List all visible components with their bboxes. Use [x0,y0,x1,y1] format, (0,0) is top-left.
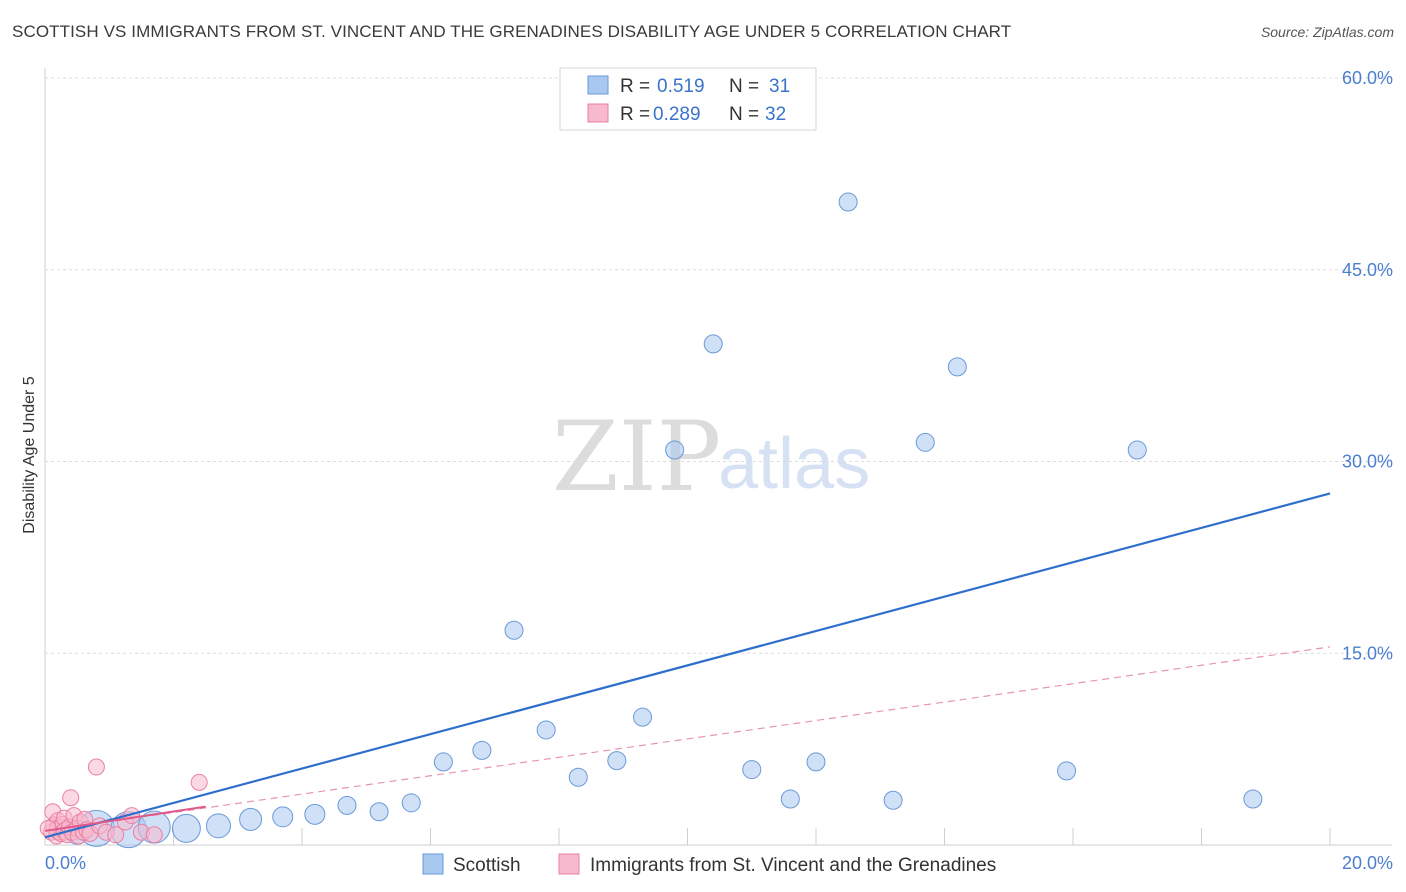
legend-bottom: Scottish Immigrants from St. Vincent and… [422,853,996,876]
scottish-point [568,767,588,787]
scottish-point [947,357,967,377]
legend-r-value-1: 0.519 [657,76,705,97]
scottish-point [607,751,627,771]
scottish-point [337,795,357,815]
scottish-point [472,740,492,760]
x-tick-labels: 0.0% 20.0% [45,853,1393,873]
x-tick-label-max: 20.0% [1342,853,1393,873]
scottish-point [369,802,389,822]
scottish-point [171,813,201,843]
trend-line-immigrants-solid [44,805,206,832]
scottish-point [838,192,858,212]
legend-n-value-2: 32 [765,104,786,125]
source-note: Source: ZipAtlas.com [1260,24,1394,40]
legend-r-label-2: R = [620,104,650,125]
scottish-point [806,752,826,772]
watermark-atlas: atlas [718,424,870,504]
y-tick-label: 15.0% [1342,643,1393,663]
legend-top: R = 0.519 N = 31 R = 0.289 N = 32 [559,67,817,131]
scottish-point [1243,789,1263,809]
scottish-point [633,707,653,727]
scottish-point [536,720,556,740]
legend-r-label-1: R = [620,76,650,97]
y-tick-label: 30.0% [1342,452,1393,472]
bottom-legend-swatch-scottish [422,853,444,875]
gridlines [45,77,1392,654]
legend-n-label-1: N = [729,76,759,97]
scottish-point [780,789,800,809]
y-tick-label: 45.0% [1342,260,1393,280]
watermark-zip: ZIP [552,401,721,513]
x-tick-marks [44,828,1331,845]
trend-line-scottish [44,492,1331,839]
scottish-points [53,192,1263,849]
scottish-point [272,806,294,828]
scottish-point [742,760,762,780]
chart-title: SCOTTISH VS IMMIGRANTS FROM ST. VINCENT … [12,22,1012,41]
scottish-point [665,440,685,460]
scottish-point [504,620,524,640]
immigrants-points [39,758,208,845]
immigrants-point [62,789,80,807]
scottish-point [205,813,231,839]
scottish-point [433,752,453,772]
x-tick-label-min: 0.0% [45,853,86,873]
trend-lines [44,492,1331,839]
scottish-point [401,793,421,813]
legend-n-label-2: N = [729,104,759,125]
immigrants-point [145,826,163,844]
scottish-point [915,432,935,452]
scottish-point [1127,440,1147,460]
bottom-legend-swatch-immigrants [558,853,580,875]
scottish-point [304,803,326,825]
immigrants-point [107,826,125,844]
immigrants-point [87,758,105,776]
legend-swatch-immigrants [587,103,609,123]
scottish-point [1057,761,1077,781]
y-tick-label: 60.0% [1342,68,1393,88]
y-axis-label: Disability Age Under 5 [21,376,38,534]
scottish-point [883,790,903,810]
scottish-point [703,334,723,354]
trend-line-immigrants-dashed [44,646,1331,832]
axes [44,68,1392,846]
bottom-legend-label-immigrants: Immigrants from St. Vincent and the Gren… [590,855,996,876]
legend-swatch-scottish [587,75,609,95]
immigrants-point [190,773,208,791]
scottish-point [239,807,263,831]
y-tick-labels: 15.0% 30.0% 45.0% 60.0% [1342,68,1393,663]
bottom-legend-label-scottish: Scottish [453,855,521,876]
legend-r-value-2: 0.289 [653,104,701,125]
legend-n-value-1: 31 [769,76,790,97]
